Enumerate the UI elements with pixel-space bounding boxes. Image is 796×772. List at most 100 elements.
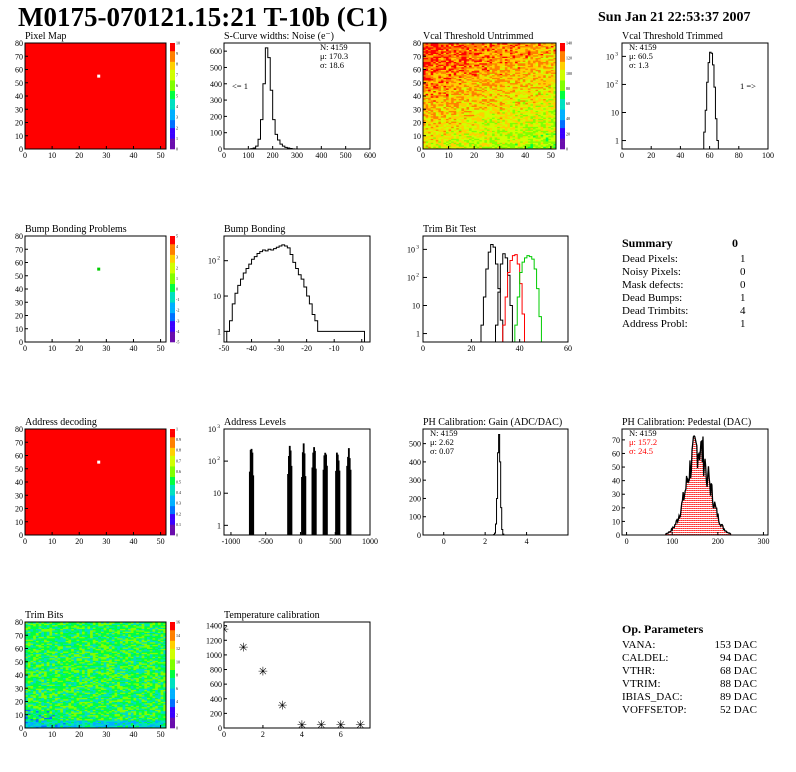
heatmap-cell — [469, 76, 472, 78]
heatmap-cell — [502, 143, 506, 146]
heatmap-cell — [525, 147, 529, 149]
heatmap-cell — [492, 62, 496, 65]
heatmap-cell — [545, 146, 549, 149]
heatmap-cell — [530, 50, 534, 53]
heatmap-cell — [553, 56, 556, 58]
heatmap-cell — [443, 74, 447, 77]
heatmap-cell — [471, 60, 475, 62]
heatmap-cell — [479, 135, 483, 138]
heatmap-cell — [550, 101, 554, 104]
heatmap-cell — [456, 102, 460, 105]
heatmap-cell — [479, 54, 483, 57]
heatmap-cell — [461, 143, 465, 146]
heatmap-cell — [481, 147, 485, 149]
palette-step — [170, 458, 175, 462]
heatmap-cell — [458, 133, 462, 135]
heatmap-cell — [492, 141, 496, 143]
heatmap-cell — [461, 84, 465, 86]
heatmap-cell — [502, 82, 506, 85]
heatmap-cell — [532, 66, 536, 69]
heatmap-cell — [489, 68, 493, 70]
heatmap-cell — [538, 109, 542, 111]
heatmap-cell — [507, 64, 511, 66]
heatmap-cell — [451, 119, 455, 122]
heatmap-cell — [430, 126, 434, 129]
heatmap-cell — [535, 82, 539, 85]
y-tick-label: 200 — [210, 112, 222, 121]
heatmap-cell — [538, 49, 542, 52]
heatmap-cell — [540, 119, 544, 122]
heatmap-cell — [507, 111, 511, 114]
heatmap-cell — [428, 66, 432, 69]
heatmap-cell — [57, 726, 61, 728]
heatmap-cell — [538, 92, 542, 94]
y-tick-label: 70 — [15, 438, 23, 447]
heatmap-cell — [471, 105, 475, 107]
heatmap-cell — [466, 78, 470, 81]
heatmap-cell — [530, 89, 534, 92]
heatmap-cell — [443, 97, 447, 100]
heatmap-cell — [474, 72, 478, 74]
heatmap-cell — [497, 68, 501, 70]
heatmap-cell — [469, 107, 472, 110]
heatmap-cell — [535, 99, 539, 102]
heatmap-cell — [550, 127, 554, 130]
heatmap-cell — [515, 137, 519, 139]
heatmap-cell — [489, 141, 493, 143]
heatmap-cell — [474, 90, 478, 93]
heatmap-cell — [479, 69, 483, 72]
heatmap-cell — [489, 84, 493, 86]
heatmap-cell — [530, 97, 534, 100]
heatmap-cell — [433, 49, 437, 52]
heatmap-cell — [502, 56, 506, 58]
heatmap-cell — [532, 101, 536, 104]
heatmap-cell — [435, 65, 439, 68]
heatmap-cell — [453, 76, 457, 78]
heatmap-cell — [456, 99, 460, 102]
heatmap-cell — [527, 102, 531, 105]
heatmap-cell — [545, 105, 549, 107]
heatmap-cell — [492, 146, 496, 149]
heatmap-cell — [448, 96, 452, 98]
heatmap-cell — [451, 70, 455, 73]
heatmap-cell — [476, 94, 480, 97]
heatmap-cell — [461, 94, 465, 97]
y-tick-label: 20 — [413, 119, 421, 128]
heatmap-cell — [525, 90, 529, 93]
heatmap-cell — [532, 68, 536, 70]
heatmap-cell — [433, 62, 437, 65]
heatmap-cell — [484, 90, 488, 93]
heatmap-cell — [433, 115, 437, 118]
heatmap-cell — [458, 43, 462, 45]
heatmap-cell — [492, 86, 496, 89]
heatmap-cell — [492, 69, 496, 72]
heatmap-cell — [451, 92, 455, 94]
heatmap-cell — [535, 92, 539, 94]
heatmap-cell — [446, 70, 449, 73]
heatmap-cell — [507, 74, 511, 77]
heatmap-cell — [453, 48, 457, 51]
heatmap-cell — [489, 46, 493, 49]
heatmap-cell — [522, 68, 526, 70]
heatmap-cell — [430, 122, 434, 125]
heatmap-cell — [461, 145, 465, 147]
heatmap-cell — [456, 76, 460, 78]
heatmap-cell — [438, 126, 442, 129]
heatmap-cell — [509, 78, 513, 81]
heatmap-cell — [458, 117, 462, 119]
heatmap-cell — [509, 76, 513, 78]
heatmap-cell — [438, 139, 442, 142]
heatmap-cell — [466, 94, 470, 97]
heatmap-cell — [538, 72, 542, 74]
palette-step — [170, 64, 175, 68]
palette-step — [170, 90, 175, 94]
heatmap-cell — [538, 110, 542, 113]
heatmap-cell — [545, 141, 549, 143]
palette-step — [560, 61, 565, 65]
heatmap-cell — [535, 62, 539, 65]
heatmap-cell — [453, 123, 457, 126]
palette-step — [170, 143, 175, 147]
heatmap-cell — [530, 88, 534, 90]
heatmap-cell — [509, 127, 513, 130]
heatmap-cell — [469, 72, 472, 74]
